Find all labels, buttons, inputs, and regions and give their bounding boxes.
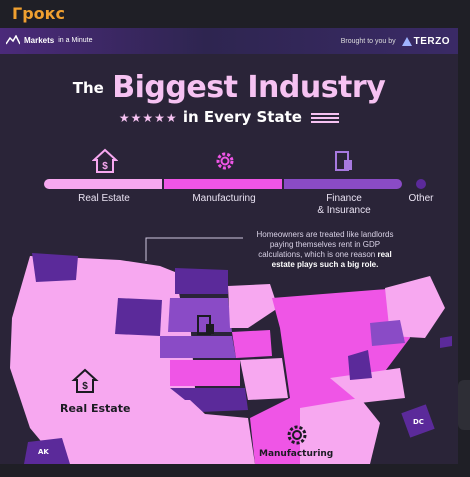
- app-topbar: Грокс: [0, 0, 470, 28]
- legend-bar-real-estate: [44, 179, 162, 189]
- legend: $ Real Estate Manufacturing Finance & In…: [44, 148, 434, 238]
- house-dollar-icon: $: [92, 148, 118, 173]
- chart-logo-icon: [6, 35, 20, 45]
- stars: ★★★★★: [118, 111, 178, 125]
- legend-label-other: Other: [408, 193, 434, 204]
- state-GA-FL: [300, 398, 380, 464]
- state-NE: [160, 336, 236, 358]
- legend-dot-other: [416, 179, 426, 189]
- state-IA: [232, 330, 272, 358]
- map-label-dc: DC: [413, 418, 424, 426]
- legend-label-manufacturing: Manufacturing: [192, 193, 256, 204]
- bottom-strip: [0, 464, 470, 477]
- state-MN: [228, 284, 278, 328]
- state-WA: [32, 253, 78, 282]
- state-WV: [348, 350, 372, 380]
- triangle-logo-icon: [401, 37, 412, 46]
- state-KS: [170, 360, 240, 386]
- title-the: The: [72, 78, 104, 97]
- infographic-image[interactable]: Markets in a Minute Brought to you by TE…: [0, 28, 458, 464]
- subtitle-rule: [311, 116, 340, 119]
- us-map: $ Real Estate Manufacturing DC AK: [0, 228, 458, 464]
- sponsor-logo: TERZO: [401, 36, 450, 47]
- dc-inset: [401, 404, 435, 438]
- svg-text:$: $: [82, 381, 88, 392]
- finance-building-icon: [197, 315, 214, 335]
- state-NC-VA: [330, 368, 405, 403]
- legend-label-finance: Finance & Insurance: [317, 193, 371, 216]
- legend-bar-finance: [284, 179, 402, 189]
- map-label-real-estate: Real Estate: [60, 402, 131, 415]
- state-AK: [24, 438, 70, 464]
- state-NY-PA: [370, 320, 405, 346]
- sponsor-block: Brought to you by TERZO: [341, 36, 450, 47]
- subtitle-text: in Every State: [182, 108, 302, 126]
- svg-text:$: $: [102, 161, 108, 172]
- finance-building-icon: [335, 151, 352, 171]
- brought-by-text: Brought to you by: [340, 38, 396, 45]
- state-MA-RI: [440, 336, 452, 348]
- brand-name: Markets: [24, 35, 55, 45]
- legend-bar-manufacturing: [164, 179, 282, 189]
- map-label-manufacturing: Manufacturing: [259, 449, 334, 459]
- state-OK: [170, 388, 248, 412]
- state-TX: [130, 400, 255, 464]
- title-main: Biggest Industry: [112, 70, 386, 105]
- infographic-subtitle: ★★★★★ in Every State: [0, 108, 458, 126]
- state-WY: [115, 298, 162, 336]
- callout-body: Homeowners are treated like landlords pa…: [256, 230, 394, 259]
- legend-label-real-estate: Real Estate: [78, 193, 130, 204]
- callout-bold: real estate plays such a big role.: [271, 250, 392, 269]
- brand-logo: Markets in a Minute: [6, 35, 93, 45]
- infographic-header: Markets in a Minute Brought to you by TE…: [0, 28, 458, 54]
- house-dollar-icon: $: [71, 368, 99, 393]
- gear-icon: [287, 425, 307, 445]
- brand-name-small: in a Minute: [58, 36, 93, 44]
- app-title: Грокс: [12, 4, 65, 23]
- state-LA: [255, 428, 300, 464]
- sponsor-name: TERZO: [413, 36, 450, 47]
- infographic-title: The Biggest Industry: [0, 70, 458, 105]
- side-scroll-handle[interactable]: [458, 380, 470, 430]
- state-MO: [240, 358, 288, 400]
- map-label-ak: AK: [38, 448, 49, 456]
- state-region-manufacturing: [250, 288, 410, 464]
- state-ND: [175, 268, 228, 294]
- callout-leader: [145, 237, 243, 261]
- callout-text: Homeowners are treated like landlords pa…: [250, 230, 400, 270]
- us-map-svg: $: [10, 253, 452, 464]
- gear-icon: [216, 152, 234, 170]
